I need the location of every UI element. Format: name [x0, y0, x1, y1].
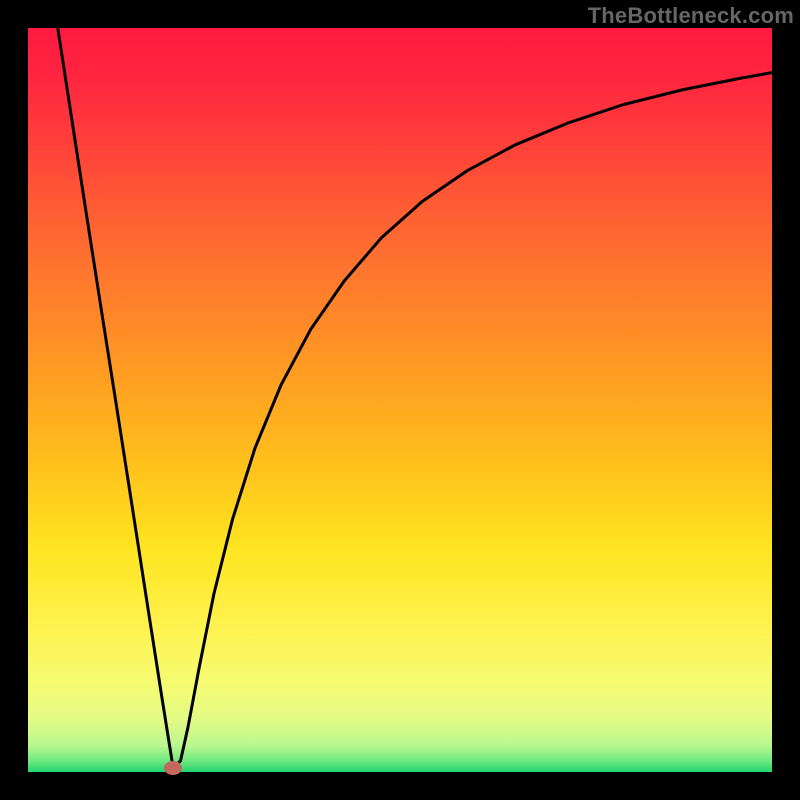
- chart-container: TheBottleneck.com: [0, 0, 800, 800]
- minimum-marker-dot: [164, 761, 182, 775]
- plot-svg: [28, 28, 772, 772]
- watermark-text: TheBottleneck.com: [588, 3, 794, 29]
- plot-area: [28, 28, 772, 772]
